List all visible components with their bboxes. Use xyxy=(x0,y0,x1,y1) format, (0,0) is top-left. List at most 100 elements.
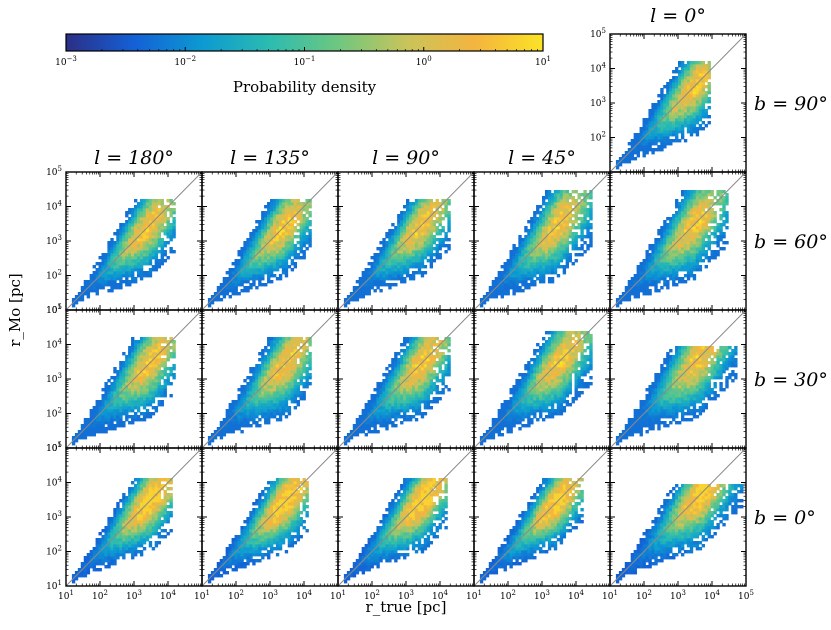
heatmap-cell xyxy=(237,283,241,287)
heatmap-cell xyxy=(110,427,114,431)
heatmap-cell xyxy=(406,259,410,263)
heatmap-cell xyxy=(139,253,144,257)
heatmap-cell xyxy=(157,226,162,230)
heatmap-cell xyxy=(134,364,138,368)
heatmap-cell xyxy=(98,403,102,407)
heatmap-cell xyxy=(432,214,436,218)
heatmap-cell xyxy=(672,139,676,143)
heatmap-cell xyxy=(672,70,676,74)
heatmap-cell xyxy=(267,250,271,254)
heatmap-cell xyxy=(633,157,638,161)
heatmap-cell xyxy=(367,283,371,287)
heatmap-cell xyxy=(672,91,676,95)
heatmap-cell xyxy=(683,82,688,86)
heatmap-cell xyxy=(680,130,685,134)
heatmap-cell xyxy=(382,280,386,284)
heatmap-cell xyxy=(258,268,262,272)
heatmap-cell xyxy=(411,235,416,239)
heatmap-cell xyxy=(651,124,655,128)
heatmap-cell xyxy=(683,88,688,92)
heatmap-cell xyxy=(574,247,578,251)
heatmap-cell xyxy=(683,250,688,254)
heatmap-cell xyxy=(116,379,120,383)
heatmap-cell xyxy=(725,241,729,245)
heatmap-cell xyxy=(580,244,584,248)
heatmap-cell xyxy=(589,217,593,221)
heatmap-cell xyxy=(154,394,159,398)
heatmap-cell xyxy=(139,352,144,356)
heatmap-cell xyxy=(645,127,649,131)
heatmap-cell xyxy=(308,235,312,239)
heatmap-cells xyxy=(71,199,176,308)
heatmap-cell xyxy=(139,220,144,224)
heatmap-cell xyxy=(134,265,138,269)
heatmap-cell xyxy=(686,67,691,71)
heatmap-cell xyxy=(142,241,147,245)
heatmap-cell xyxy=(530,256,534,260)
heatmap-cell xyxy=(627,160,632,164)
heatmap-cell xyxy=(382,268,386,272)
heatmap-cell xyxy=(556,247,561,251)
heatmap-cell xyxy=(692,130,697,134)
heatmap-cell xyxy=(624,157,629,161)
heatmap-cell xyxy=(157,223,162,227)
heatmap-cell xyxy=(518,265,522,269)
heatmap-cell xyxy=(698,109,703,113)
heatmap-cell xyxy=(571,241,575,245)
heatmap-cell xyxy=(556,193,561,197)
heatmap-cell xyxy=(663,94,667,98)
heatmap-cell xyxy=(648,247,652,251)
heatmap-cell xyxy=(680,64,685,68)
heatmap-cell xyxy=(373,256,377,260)
heatmap-cell xyxy=(447,214,451,218)
heatmap-cell xyxy=(293,229,298,233)
heatmap-cell xyxy=(651,136,655,140)
heatmap-cell xyxy=(544,256,549,260)
heatmap-cell xyxy=(544,217,549,221)
heatmap-cell xyxy=(521,262,525,266)
heatmap-cell xyxy=(654,112,658,116)
heatmap-cell xyxy=(101,394,105,398)
heatmap-cell xyxy=(385,250,389,254)
heatmap-cell xyxy=(131,355,135,359)
heatmap-cell xyxy=(172,235,176,239)
heatmap-cell xyxy=(627,292,632,296)
heatmap-cell xyxy=(154,364,159,368)
heatmap-cell xyxy=(222,292,227,296)
heatmap-cell xyxy=(131,271,135,275)
heatmap-cell xyxy=(119,385,123,389)
heatmap-cell xyxy=(533,226,537,230)
heatmap-cell xyxy=(722,214,726,218)
heatmap-cell xyxy=(101,412,105,416)
heatmap-cell xyxy=(142,412,147,416)
heatmap-cell xyxy=(243,241,247,245)
heatmap-cell xyxy=(571,214,575,218)
heatmap-cell xyxy=(580,247,584,251)
heatmap-cell xyxy=(136,250,141,254)
heatmap-cell xyxy=(113,406,117,410)
heatmap-cell xyxy=(101,253,105,257)
heatmap-cell xyxy=(370,280,374,284)
heatmap-cell xyxy=(553,190,558,194)
heatmap-cell xyxy=(559,250,564,254)
heatmap-cell xyxy=(145,394,150,398)
heatmap-cell xyxy=(571,199,575,203)
heatmap-cell xyxy=(589,238,593,242)
heatmap-cell xyxy=(577,205,581,209)
heatmap-cell xyxy=(157,388,162,392)
heatmap-cell xyxy=(524,277,528,281)
heatmap-cell xyxy=(122,412,126,416)
heatmap-cell xyxy=(376,280,380,284)
heatmap-cell xyxy=(136,268,141,272)
heatmap-cell xyxy=(252,280,256,284)
heatmap-cell xyxy=(131,349,135,353)
heatmap-cell xyxy=(166,367,170,371)
heatmap-cell xyxy=(672,229,676,233)
heatmap-cell xyxy=(275,217,280,221)
heatmap-cell xyxy=(444,250,448,254)
heatmap-cell xyxy=(672,100,676,104)
heatmap-cell xyxy=(675,283,679,287)
heatmap-cell xyxy=(373,265,377,269)
heatmap-cell xyxy=(680,106,685,110)
heatmap-cell xyxy=(370,277,374,281)
